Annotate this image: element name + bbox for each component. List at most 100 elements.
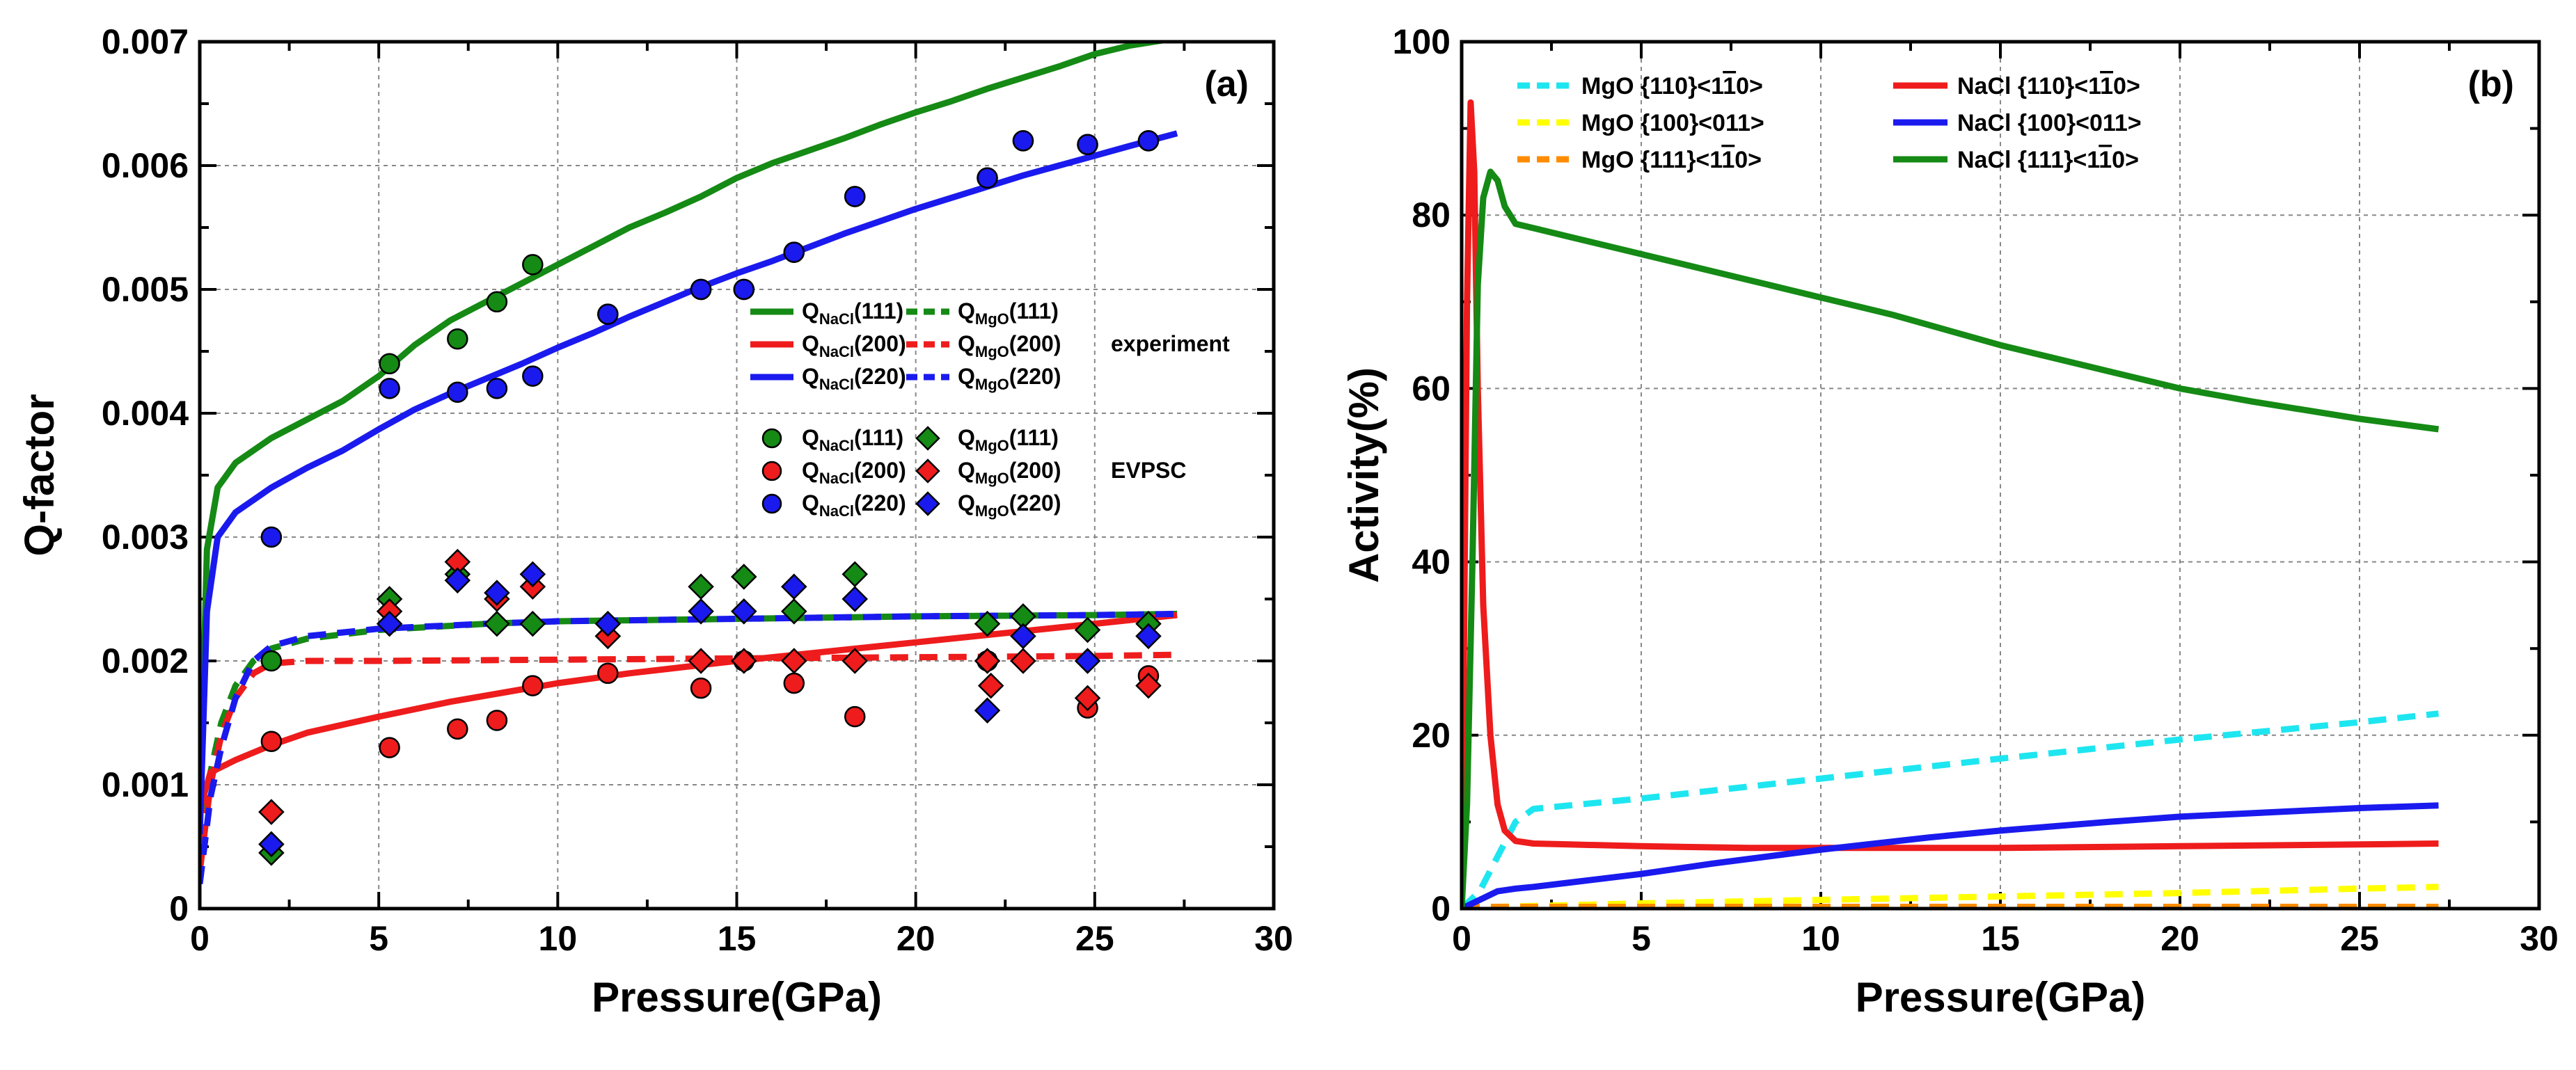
grid-b	[1462, 42, 2539, 909]
data-point-MgO220_evpsc	[841, 586, 868, 612]
y-tick-label: 80	[1412, 195, 1451, 234]
data-point-MgO220_evpsc	[688, 598, 714, 625]
legend-label-NaCl220_exp: QNaCl(220)	[802, 364, 906, 393]
legend-label-NaCl100: NaCl {100}<011>	[1957, 110, 2142, 136]
data-point-MgO111_evpsc	[688, 573, 714, 600]
y-tick-label: 0.006	[102, 146, 189, 185]
data-point-NaCl220_evpsc	[733, 278, 755, 301]
data-point-MgO220_evpsc	[376, 610, 403, 637]
x-tick-label: 5	[369, 919, 388, 958]
data-point-NaCl220_evpsc	[1077, 134, 1098, 155]
data-point-NaCl200_evpsc	[522, 675, 544, 696]
data-point-MgO220_evpsc	[519, 561, 546, 588]
data-point-MgO220_evpsc	[1010, 623, 1036, 650]
data-point-NaCl220_evpsc	[260, 526, 283, 548]
data-point-MgO220_evpsc	[1135, 623, 1162, 650]
y-tick-label: 60	[1412, 369, 1451, 408]
data-point-NaCl111_evpsc	[260, 650, 283, 672]
legend-label-MgO110: MgO {110}<110>	[1581, 73, 1763, 99]
data-point-NaCl111_evpsc	[486, 291, 508, 313]
panel-label-b: (b)	[2468, 64, 2514, 104]
series-line-NaCl110	[1462, 99, 2439, 909]
data-point-MgO111_evpsc	[519, 610, 546, 637]
data-point-NaCl220_evpsc	[690, 278, 712, 301]
legend-label-MgO111_exp: QMgO(111)	[958, 298, 1059, 328]
legend-label-NaCl111_exp: QNaCl(111)	[802, 298, 903, 328]
plot-frame-a	[198, 40, 1276, 911]
x-tick-label: 30	[2520, 919, 2559, 958]
data-point-MgO111_evpsc	[974, 610, 1001, 637]
panel-a: 0 5 10 15 20 25 30 0 0.001 0.002 0.003 0.004 0.005 0.…	[16, 22, 1293, 1021]
legend-label-NaCl111_evpsc: QNaCl(111)	[802, 425, 903, 454]
y-tick-label: 0	[169, 889, 189, 928]
data-point-MgO200_evpsc	[731, 648, 757, 674]
y-tick-label: 0.005	[102, 270, 189, 309]
data-point-MgO220_evpsc	[731, 598, 757, 625]
y-tick-label: 0.002	[102, 641, 189, 680]
data-point-MgO200_evpsc	[1010, 648, 1036, 674]
legend-swatch-NaCl220_evpsc	[761, 493, 782, 514]
legend-label-NaCl111: NaCl {111}<110>	[1957, 147, 2139, 173]
y-tick-label: 40	[1412, 543, 1451, 582]
series-line-MgO220_exp	[200, 610, 1178, 884]
y-tick-label: 0.004	[102, 394, 189, 433]
legend-swatch-MgO200_evpsc	[915, 458, 940, 484]
plot-area-a	[200, 42, 1178, 884]
y-tick-label: 0.003	[102, 518, 189, 557]
x-tick-label: 10	[539, 919, 578, 958]
data-point-NaCl220_evpsc	[597, 303, 619, 325]
legend-b: MgO {110}<110> NaCl {110}<110> MgO {100}<0…	[1517, 73, 2142, 173]
legend-swatch-MgO111_evpsc	[915, 426, 940, 451]
series-line-NaCl220_exp	[200, 130, 1178, 835]
x-axis-title: Pressure(GPa)	[592, 974, 882, 1021]
data-point-NaCl220_evpsc	[1137, 130, 1160, 152]
legend-a: QNaCl(111) QMgO(111) QNaCl(200) QMgO(200) ex…	[750, 298, 1230, 520]
x-tick-label: 25	[2340, 919, 2379, 958]
data-point-MgO200_evpsc	[1135, 672, 1162, 699]
legend-label-NaCl200_exp: QNaCl(200)	[802, 331, 906, 360]
data-point-MgO220_evpsc	[594, 610, 622, 637]
x-axis-title: Pressure(GPa)	[1856, 974, 2146, 1021]
legend-label-MgO220_exp: QMgO(220)	[958, 364, 1061, 393]
data-point-NaCl220_evpsc	[844, 186, 866, 207]
data-point-NaCl200_evpsc	[486, 710, 508, 731]
x-tick-label: 0	[190, 919, 210, 958]
data-point-NaCl111_evpsc	[522, 254, 544, 276]
data-point-MgO220_evpsc	[444, 567, 471, 594]
data-point-MgO111_evpsc	[1074, 616, 1101, 644]
legend-label-NaCl220_evpsc: QNaCl(220)	[802, 490, 906, 520]
y-tick-label: 0	[1431, 889, 1451, 928]
series-line-MgO200_exp	[200, 651, 1178, 872]
legend-group-tag: experiment	[1111, 331, 1230, 356]
legend-label-MgO111: MgO {111}<110>	[1581, 147, 1762, 173]
series-line-NaCl200_exp	[200, 612, 1178, 811]
data-point-NaCl220_evpsc	[522, 365, 544, 387]
data-point-MgO111_evpsc	[781, 598, 807, 625]
data-point-MgO200_evpsc	[974, 648, 1001, 674]
y-tick-label: 0.007	[102, 22, 189, 61]
series-line-NaCl100	[1462, 802, 2439, 909]
data-point-NaCl220_evpsc	[447, 381, 468, 403]
legend-label-NaCl200_evpsc: QNaCl(200)	[802, 458, 906, 487]
data-point-MgO200_evpsc	[258, 799, 285, 825]
data-point-MgO220_evpsc	[974, 697, 1001, 724]
x-tick-label: 30	[1254, 919, 1293, 958]
data-point-NaCl200_evpsc	[447, 718, 468, 740]
legend-swatch-NaCl200_evpsc	[761, 461, 782, 481]
data-point-MgO200_evpsc	[781, 648, 807, 674]
legend-label-MgO200_evpsc: QMgO(200)	[958, 458, 1061, 487]
series-line-MgO110	[1462, 710, 2439, 909]
data-point-NaCl200_evpsc	[690, 677, 712, 699]
y-tick-label: 100	[1393, 22, 1451, 61]
legend-label-NaCl110: NaCl {110}<110>	[1957, 73, 2140, 99]
panel-label-a: (a)	[1204, 64, 1249, 104]
data-point-NaCl200_evpsc	[260, 730, 283, 752]
plot-frame-b	[1460, 40, 2541, 911]
x-tick-label: 15	[718, 919, 757, 958]
data-point-NaCl220_evpsc	[486, 378, 508, 399]
data-point-MgO220_evpsc	[484, 580, 510, 606]
data-point-MgO111_evpsc	[841, 561, 868, 588]
panel-b: 0 5 10 15 20 25 30 0 20 40 60 80 100 Pressure(GPa) Act…	[1341, 22, 2559, 1021]
legend-swatch-NaCl111_evpsc	[761, 428, 782, 449]
